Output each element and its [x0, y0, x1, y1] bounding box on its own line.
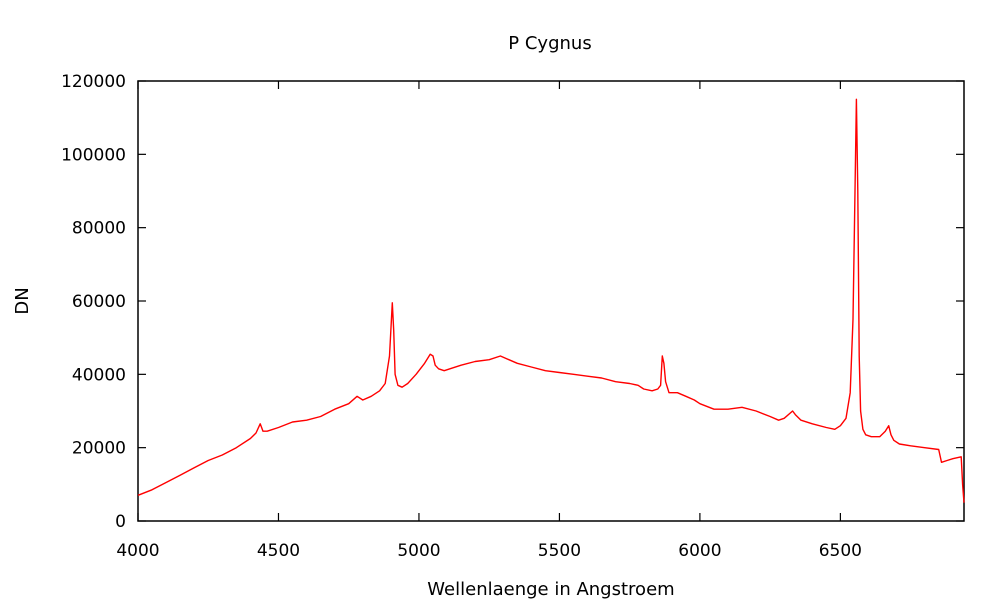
- x-axis-label: Wellenlaenge in Angstroem: [427, 579, 674, 600]
- y-tick-label: 40000: [72, 365, 126, 385]
- x-tick-label: 6000: [678, 541, 721, 561]
- x-tick-label: 5500: [538, 541, 581, 561]
- y-tick-label: 120000: [61, 72, 126, 92]
- chart-title: P Cygnus: [508, 33, 591, 54]
- x-tick-label: 6500: [819, 541, 862, 561]
- series-line: [137, 98, 965, 503]
- y-tick-label: 60000: [72, 292, 126, 312]
- y-tick-label: 80000: [72, 219, 126, 239]
- y-tick-label: 100000: [61, 145, 126, 165]
- x-tick-label: 4000: [116, 541, 159, 561]
- x-tick-label: 5000: [397, 541, 440, 561]
- y-tick-label: 20000: [72, 439, 126, 459]
- x-tick-label: 4500: [257, 541, 300, 561]
- y-tick-label: 0: [115, 512, 126, 532]
- y-axis-label: DN: [12, 287, 33, 314]
- plot-area-frame: [137, 80, 965, 522]
